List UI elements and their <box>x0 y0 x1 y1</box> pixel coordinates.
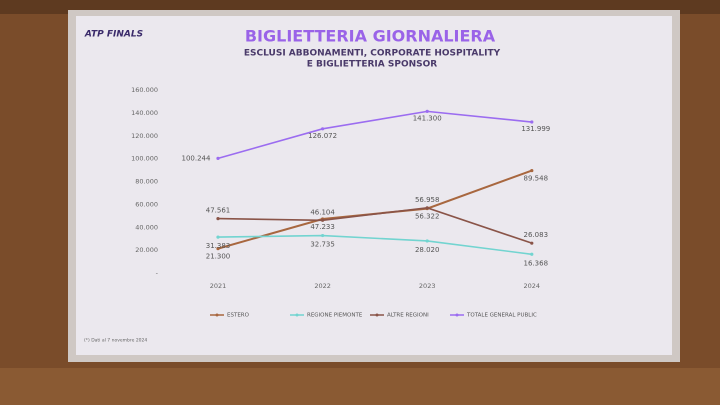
value-label: 47.233 <box>310 223 335 231</box>
line <box>217 207 533 244</box>
chart-title: BIGLIETTERIA GIORNALIERA <box>245 27 496 46</box>
point <box>530 120 534 124</box>
point <box>216 235 220 239</box>
value-label: 100.244 <box>182 154 211 162</box>
value-label: 141.300 <box>413 114 442 122</box>
point <box>425 206 429 210</box>
logo: ATP FINALS <box>84 30 143 40</box>
point <box>216 156 220 160</box>
value-label: 21.300 <box>206 253 231 261</box>
point <box>530 241 534 245</box>
value-label: 47.561 <box>206 207 231 215</box>
y-tick-label: 60.000 <box>135 200 158 208</box>
point <box>321 233 325 238</box>
legend-label: ALTRE REGIONI <box>387 313 429 319</box>
point <box>425 239 429 243</box>
y-tick-label: 80.000 <box>135 178 158 186</box>
subtitle: E BIGLIETTERIA SPONSOR <box>307 60 438 70</box>
y-tick-label: 140.000 <box>131 109 158 117</box>
value-label: 131.999 <box>521 125 550 133</box>
value-label: 26.083 <box>524 231 549 239</box>
subtitle: ESCLUSI ABBONAMENTI, CORPORATE HOSPITALI… <box>244 49 501 59</box>
point <box>216 217 220 221</box>
x-tick-label: 2021 <box>210 282 227 290</box>
legend-label: ESTERO <box>227 313 250 319</box>
footnote: (*) Dati al 7 novembre 2024 <box>84 338 147 344</box>
slide <box>76 16 672 355</box>
y-tick-label: 160.000 <box>131 86 158 94</box>
legend-marker <box>215 313 219 317</box>
point <box>216 247 220 251</box>
point <box>425 109 429 113</box>
y-tick-label: - <box>156 269 159 277</box>
point <box>321 127 325 131</box>
legend-marker <box>295 313 299 317</box>
x-tick-label: 2022 <box>314 282 331 290</box>
legend-marker <box>375 313 379 317</box>
value-label: 56.322 <box>415 213 440 221</box>
value-label: 89.548 <box>524 175 549 183</box>
value-label: 32.735 <box>310 241 335 249</box>
y-tick-label: 100.000 <box>131 155 158 163</box>
legend-label: REGIONE PIEMONTE <box>307 313 363 319</box>
value-label: 28.020 <box>415 246 440 254</box>
legend-marker <box>455 313 459 317</box>
y-tick-label: 20.000 <box>135 246 158 254</box>
y-tick-label: 40.000 <box>135 223 158 231</box>
value-label: 56.958 <box>415 196 440 204</box>
x-tick-label: 2023 <box>419 282 436 290</box>
value-label: 31.383 <box>206 242 231 250</box>
x-tick-label: 2024 <box>524 282 541 290</box>
point <box>530 252 534 256</box>
line <box>217 110 532 160</box>
legend-label: TOTALE GENERAL PUBLIC <box>466 313 537 319</box>
wall-bottom <box>0 368 720 405</box>
value-label: 126.072 <box>308 132 337 140</box>
line <box>217 234 532 256</box>
point <box>530 168 534 173</box>
value-label: 46.104 <box>310 208 335 216</box>
value-label: 16.368 <box>524 259 549 267</box>
y-tick-label: 120.000 <box>131 132 158 140</box>
point <box>321 218 325 222</box>
